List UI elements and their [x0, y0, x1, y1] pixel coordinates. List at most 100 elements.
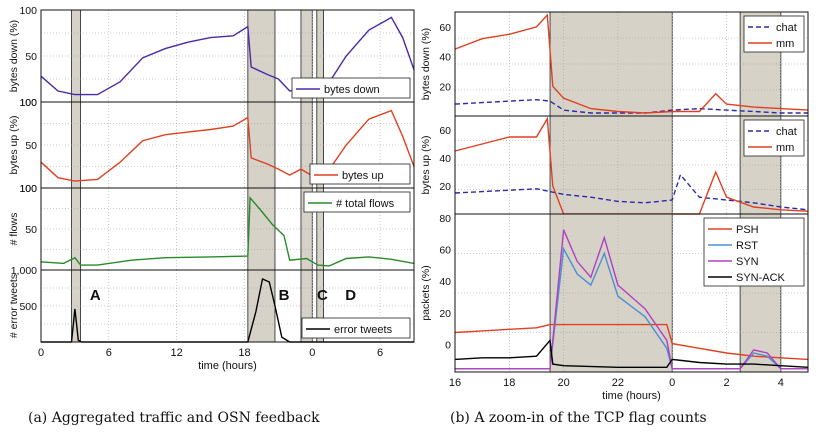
x-tick-label: 16 [449, 377, 461, 389]
y-tick-label: 50 [25, 51, 37, 63]
y-tick-label: 20 [439, 81, 451, 93]
shaded-interval [247, 9, 276, 103]
legend-label: bytes down [324, 84, 380, 96]
legend-label: # total flows [336, 198, 395, 210]
panel-frame [40, 269, 415, 343]
legend-label: SYN-ACK [736, 272, 786, 284]
panel-a-1: 100 50 100 bytes down (%) bytes down [8, 5, 415, 109]
legend-label: error tweets [334, 324, 393, 336]
legend: PSH RST SYN SYN-ACK [703, 217, 805, 287]
event-label: C [317, 287, 328, 304]
legend-label: SYN [736, 256, 759, 268]
legend-box [743, 119, 805, 157]
legend: chat mm [743, 119, 805, 157]
caption-b: (b) A zoom-in of the TCP flag counts [450, 410, 707, 426]
y-tick-label: 60 [439, 22, 451, 34]
y-tick-label: 80 [439, 213, 451, 225]
y-tick-label: 100 [19, 183, 37, 195]
y-tick-label: 20 [439, 181, 451, 193]
legend-label: bytes up [342, 170, 384, 182]
series-line-error-tweets [41, 278, 414, 343]
legend-box [303, 191, 411, 213]
series-line-bytes-down [40, 16, 415, 96]
legend-box [743, 15, 805, 53]
y-axis-label: bytes up (%) [8, 116, 20, 175]
x-tick-label: 6 [106, 347, 112, 359]
y-axis-label: bytes down (%) [420, 28, 432, 100]
legend-box [309, 163, 411, 185]
legend-label: mm [776, 38, 794, 50]
series-line-chat [454, 98, 808, 114]
x-tick-label: 2 [723, 377, 729, 389]
x-axis-label: time (hours) [198, 360, 257, 372]
y-axis-label: bytes up (%) [420, 136, 432, 195]
legend-label: chat [776, 126, 797, 138]
series-line-mm [454, 13, 809, 114]
legend-label: mm [776, 142, 794, 154]
shaded-interval [247, 187, 276, 271]
series-line-bytes-up [40, 109, 415, 182]
event-label: D [345, 287, 356, 304]
y-axis-label: bytes down (%) [8, 20, 20, 92]
panel-frame [454, 213, 809, 373]
legend: # total flows [303, 191, 411, 213]
series-line-rst [455, 246, 808, 370]
x-tick-label: 18 [503, 377, 515, 389]
y-tick-label: 1,000 [11, 265, 37, 277]
y-axis-label: packets (%) [420, 265, 432, 320]
y-tick-label: 500 [19, 301, 37, 313]
caption-a: (a) Aggregated traffic and OSN feedback [28, 410, 320, 426]
x-tick-label: 22 [612, 377, 624, 389]
series-line--total-flows [40, 195, 415, 267]
legend: bytes up [309, 163, 411, 185]
legend: bytes down [291, 77, 411, 99]
y-tick-label: 100 [19, 97, 37, 109]
event-label: A [90, 287, 101, 304]
y-tick-label: 50 [25, 224, 37, 236]
y-tick-label: 20 [439, 308, 451, 320]
panel-a-4: 1,000 500# error tweets error tweets [8, 265, 415, 343]
panel-a-3: 100 50 # flows # total flows [8, 183, 415, 271]
shaded-interval [71, 9, 81, 103]
y-tick-label: 60 [439, 125, 451, 137]
legend: chat mm [743, 15, 805, 53]
x-tick-label: 20 [557, 377, 569, 389]
y-axis-label: # error tweets [8, 274, 20, 338]
legend: error tweets [301, 317, 411, 339]
y-tick-label: 0 [445, 339, 451, 351]
series-line-syn-ack [454, 338, 809, 368]
panel-b-1: 60 40 20 bytes down (%) chat mm [420, 11, 809, 117]
x-tick-label: 4 [778, 377, 784, 389]
legend-label: chat [776, 22, 797, 34]
y-tick-label: 50 [25, 140, 37, 152]
x-tick-label: 0 [669, 377, 675, 389]
shaded-interval [71, 187, 81, 271]
shaded-interval [71, 101, 81, 189]
y-tick-label: 100 [19, 183, 37, 195]
x-axis-label: time (hours) [602, 390, 661, 402]
x-tick-label: 12 [171, 347, 183, 359]
y-tick-label: 100 [19, 5, 37, 17]
legend-box [291, 77, 411, 99]
panel-a-2: 100 50 100 bytes up (%) bytes up [8, 97, 415, 195]
legend-label: PSH [736, 224, 759, 236]
legend-box [301, 317, 411, 339]
panel-b-2: 60 40 20 bytes up (%) chat mm [420, 115, 809, 215]
panel-b-3: 80 60 40 20 0 packets (%) PSH RST SYN SYN-ACK [420, 213, 809, 373]
event-label: B [279, 287, 290, 304]
x-tick-label: 0 [38, 347, 44, 359]
y-tick-label: 100 [19, 97, 37, 109]
y-tick-label: 40 [439, 52, 451, 64]
y-axis-label: # flows [8, 213, 20, 246]
series-line-syn [455, 229, 808, 370]
y-tick-label: 40 [439, 153, 451, 165]
y-tick-label: 40 [439, 276, 451, 288]
x-tick-label: 18 [238, 347, 250, 359]
legend-label: RST [736, 240, 758, 252]
x-tick-label: 6 [377, 347, 383, 359]
x-tick-label: 0 [309, 347, 315, 359]
y-tick-label: 60 [439, 245, 451, 257]
